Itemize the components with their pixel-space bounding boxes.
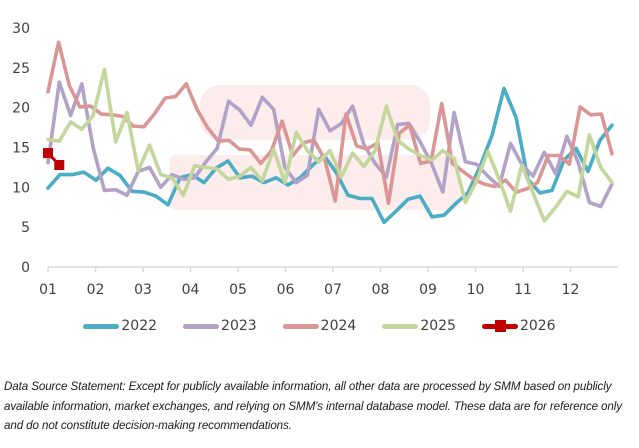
x-tick-label: 07: [324, 282, 342, 298]
series-line-2024: [46, 40, 614, 206]
series-layer: [43, 40, 614, 225]
data-point-2026: [54, 160, 65, 171]
y-tick-label: 20: [12, 101, 30, 117]
series-line-2022: [46, 86, 614, 225]
y-tick-label: 30: [12, 21, 30, 37]
square-marker-icon: [494, 319, 506, 332]
y-tick-label: 25: [12, 61, 30, 77]
x-tick-label: 02: [87, 282, 105, 298]
y-tick-label: 15: [12, 141, 30, 157]
x-tick-label: 05: [229, 282, 247, 298]
legend: 2022 2023 2024 2025 2026: [0, 318, 639, 334]
legend-label-2024: 2024: [320, 318, 357, 334]
x-tick-label: 01: [39, 282, 57, 298]
legend-swatch-2026: [481, 319, 518, 332]
legend-swatch-2023: [183, 323, 220, 329]
series-line-2025: [46, 67, 614, 223]
data-source-statement: Data Source Statement: Except for public…: [4, 380, 622, 432]
x-tick-label: 04: [182, 282, 200, 298]
x-tick-label: 12: [562, 282, 580, 298]
x-tick-label: 06: [277, 282, 295, 298]
legend-label-2025: 2025: [420, 318, 456, 334]
legend-item-2023: 2023: [183, 318, 257, 334]
y-tick-label: 5: [21, 220, 30, 236]
series-line-2023: [46, 80, 614, 209]
legend-swatch-2024: [282, 323, 319, 329]
legend-swatch-2025: [382, 323, 419, 329]
x-tick-label: 03: [134, 282, 152, 298]
x-tick-label: 09: [419, 282, 437, 298]
y-tick-label: 10: [12, 180, 30, 196]
legend-label-2022: 2022: [121, 318, 158, 334]
legend-item-2026: 2026: [481, 318, 556, 334]
legend-label-2026: 2026: [519, 318, 556, 334]
x-tick-label: 10: [467, 282, 485, 298]
legend-item-2024: 2024: [282, 318, 357, 334]
x-axis: 01 02 03 04 05 06 07 08 09 10 11 12: [39, 266, 618, 298]
legend-item-2025: 2025: [382, 318, 456, 334]
x-tick-label: 08: [372, 282, 390, 298]
x-tick-label: 11: [514, 282, 532, 298]
legend-item-2022: 2022: [83, 318, 157, 334]
legend-swatch-2022: [83, 323, 120, 329]
y-tick-label: 0: [21, 260, 30, 276]
data-point-2026: [43, 148, 53, 159]
y-axis-tick-labels: 0 5 10 15 20 25 30: [12, 21, 30, 276]
legend-label-2023: 2023: [221, 318, 257, 334]
